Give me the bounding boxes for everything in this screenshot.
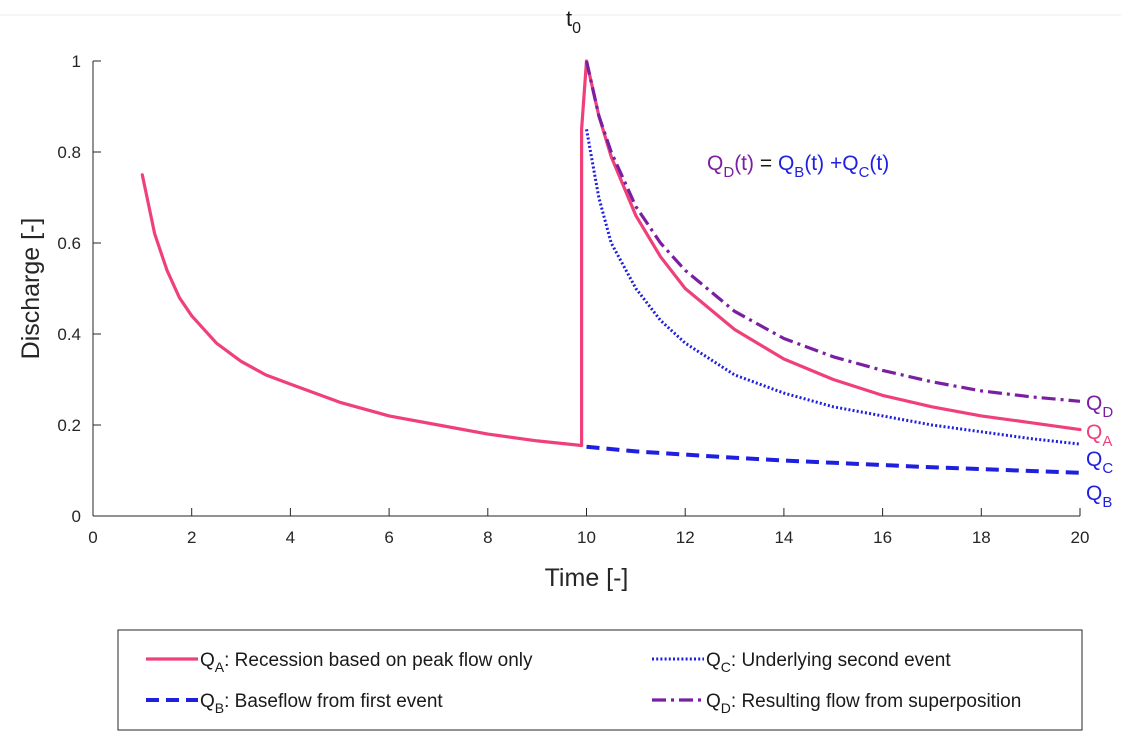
equation-part: Q bbox=[707, 152, 723, 175]
x-tick-label: 0 bbox=[88, 528, 97, 547]
end-label-d-sub: D bbox=[1102, 404, 1113, 421]
legend-label-desc: : Underlying second event bbox=[731, 650, 951, 671]
x-tick-label: 18 bbox=[972, 528, 991, 547]
x-tick-label: 6 bbox=[384, 528, 393, 547]
end-label-c-main: Q bbox=[1086, 448, 1102, 471]
legend-label-sub: B bbox=[215, 700, 224, 716]
equation-part: Q bbox=[778, 152, 794, 175]
series-line-b bbox=[586, 444, 1081, 475]
equation-annotation: QD(t) = QB(t) +QC(t) bbox=[707, 152, 889, 181]
series-line-d bbox=[584, 60, 1081, 403]
y-axis-label: Discharge [-] bbox=[17, 218, 45, 360]
equation-part: = bbox=[754, 152, 778, 175]
legend-label-sub: C bbox=[721, 659, 731, 675]
equation-part: D bbox=[723, 164, 734, 181]
legend-label-d: QD: Resulting flow from superposition bbox=[706, 691, 1021, 716]
equation-part: (t) bbox=[734, 152, 754, 175]
legend-label-sub: A bbox=[215, 659, 225, 675]
x-tick-label: 10 bbox=[577, 528, 596, 547]
legend: QA: Recession based on peak flow onlyQB:… bbox=[117, 629, 1083, 731]
equation-part: C bbox=[859, 164, 870, 181]
t0-annotation-sub: 0 bbox=[572, 20, 581, 37]
legend-label-main: Q bbox=[200, 691, 215, 712]
y-tick-label: 0.6 bbox=[57, 234, 81, 253]
equation-part: (t) bbox=[869, 152, 889, 175]
series-line-c bbox=[585, 129, 1081, 446]
legend-label-b: QB: Baseflow from first event bbox=[200, 691, 443, 716]
end-label-b: QB bbox=[1086, 482, 1112, 511]
equation-part: B bbox=[794, 164, 804, 181]
end-label-b-sub: B bbox=[1102, 494, 1112, 511]
equation-part: (t) +Q bbox=[804, 152, 858, 175]
t0-annotation-main: t bbox=[566, 6, 572, 31]
end-label-a-main: Q bbox=[1086, 421, 1102, 444]
y-tick-label: 0 bbox=[72, 507, 81, 526]
legend-label-main: Q bbox=[200, 650, 215, 671]
end-label-c-sub: C bbox=[1102, 460, 1113, 477]
y-tick-label: 0.4 bbox=[57, 325, 81, 344]
x-tick-label: 14 bbox=[774, 528, 793, 547]
end-label-b-main: Q bbox=[1086, 482, 1102, 505]
legend-label-c: QC: Underlying second event bbox=[706, 650, 951, 675]
legend-label-desc: : Recession based on peak flow only bbox=[224, 650, 533, 671]
end-label-c: QC bbox=[1086, 448, 1113, 477]
x-tick-label: 12 bbox=[676, 528, 695, 547]
legend-box bbox=[117, 629, 1083, 731]
x-tick-label: 16 bbox=[873, 528, 892, 547]
series-layer bbox=[140, 59, 1082, 475]
t0-annotation: t0 bbox=[566, 6, 581, 37]
end-label-d: QD bbox=[1086, 392, 1113, 421]
legend-label-desc: : Baseflow from first event bbox=[224, 691, 443, 712]
end-label-a: QA bbox=[1086, 421, 1112, 450]
legend-label-main: Q bbox=[706, 650, 721, 671]
x-tick-label: 2 bbox=[187, 528, 196, 547]
x-axis-label: Time [-] bbox=[545, 564, 629, 592]
y-tick-label: 1 bbox=[72, 52, 81, 71]
legend-label-a: QA: Recession based on peak flow only bbox=[200, 650, 533, 675]
y-tick-label: 0.8 bbox=[57, 143, 81, 162]
y-tick-label: 0.2 bbox=[57, 416, 81, 435]
legend-label-sub: D bbox=[721, 700, 731, 716]
legend-label-desc: : Resulting flow from superposition bbox=[731, 691, 1021, 712]
x-tick-label: 20 bbox=[1071, 528, 1090, 547]
series-line-a bbox=[140, 59, 1082, 448]
end-label-d-main: Q bbox=[1086, 392, 1102, 415]
end-label-a-sub: A bbox=[1102, 433, 1112, 450]
x-tick-label: 4 bbox=[286, 528, 295, 547]
axes: 0 2 4 6 8 10 12 14 16 18 20 0 0.2 0.4 0.6 0.8 1 Time [-] D… bbox=[0, 14, 1121, 592]
x-tick-label: 8 bbox=[483, 528, 492, 547]
legend-label-main: Q bbox=[706, 691, 721, 712]
